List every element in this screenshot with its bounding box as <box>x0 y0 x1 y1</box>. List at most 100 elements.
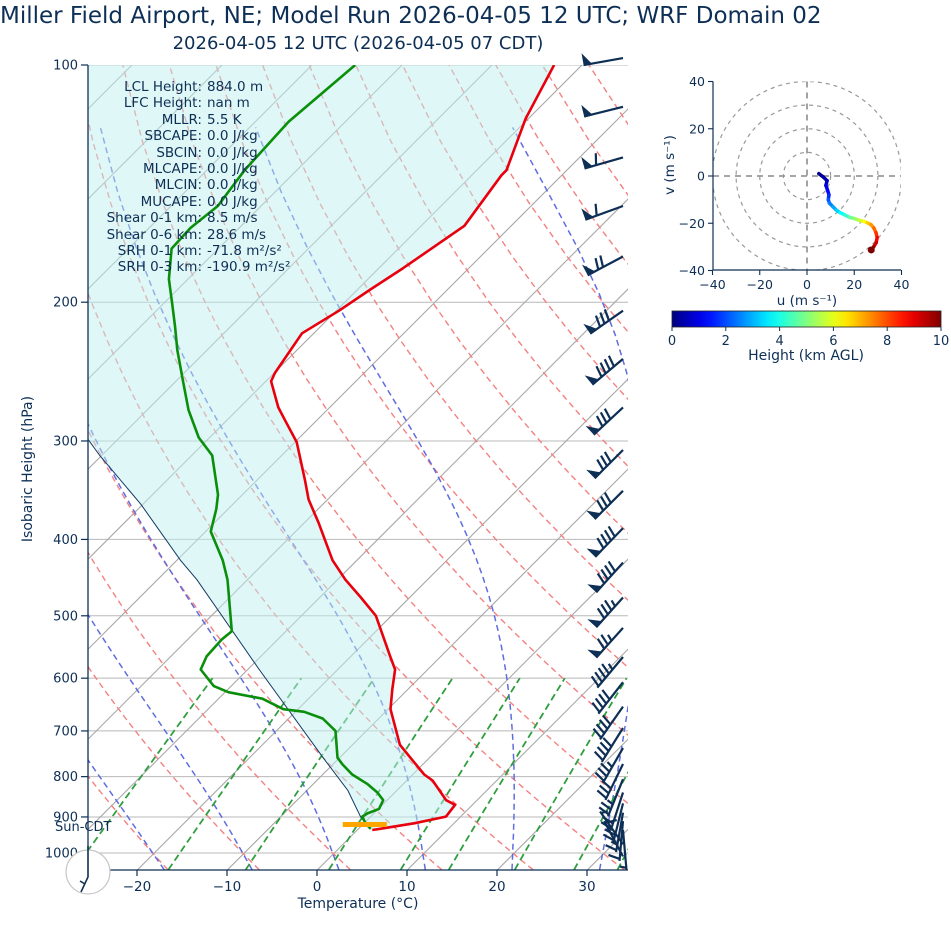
wind-barb <box>586 490 624 520</box>
stat-value: 0.0 J/kg <box>207 161 258 178</box>
barb-flag <box>586 510 602 520</box>
stat-label: SBCAPE: <box>144 128 202 145</box>
barb-full <box>605 844 617 852</box>
hodograph-ring <box>735 104 879 248</box>
pressure-tick-label: 800 <box>53 770 78 785</box>
barb-full <box>600 634 609 646</box>
pressure-tick-label: 600 <box>53 672 78 687</box>
barb-full <box>594 771 605 782</box>
temperature-tick-label: 10 <box>398 879 415 895</box>
barb-full <box>603 358 611 371</box>
barb-full <box>596 607 606 619</box>
barb-full <box>597 667 607 679</box>
stat-label: Shear 0-6 km: <box>106 226 202 243</box>
barb-full <box>601 689 611 701</box>
hodograph-ring <box>759 128 855 224</box>
colorbar-label: Height (km AGL) <box>748 348 864 364</box>
barb-flag <box>581 156 594 170</box>
wind-barb <box>587 596 624 628</box>
barb-flag <box>581 104 594 118</box>
barb-full <box>594 697 604 709</box>
barb-full <box>595 723 606 735</box>
wind-barb <box>581 203 624 221</box>
barb-full <box>591 702 601 713</box>
barb-staff <box>597 681 624 715</box>
mixing-ratio-line <box>88 677 214 853</box>
barb-staff <box>599 705 624 740</box>
barb-full <box>603 309 610 321</box>
barb-flag <box>582 264 597 277</box>
wind-barb <box>590 656 624 689</box>
stat-label: MLCAPE: <box>142 161 202 178</box>
dry-adiabat-line <box>355 65 628 468</box>
surface-wind-barb <box>80 846 89 893</box>
barb-full <box>599 312 606 325</box>
dry-adiabat-line <box>215 65 628 669</box>
wind-barb <box>603 819 624 857</box>
barb-full <box>600 533 609 545</box>
wind-barb <box>583 309 624 335</box>
temperature-tick-label: −10 <box>213 879 242 895</box>
barb-full <box>599 255 605 268</box>
pressure-tick-label: 200 <box>53 296 78 311</box>
wind-barb <box>591 681 624 715</box>
wind-barb <box>581 53 624 67</box>
mixing-ratio-line <box>399 677 521 870</box>
page-title: Miller Field Airport, NE; Model Run 2026… <box>0 3 822 29</box>
wind-barb <box>619 829 628 870</box>
mixing-ratio-line <box>328 677 454 870</box>
dry-adiabat-line <box>88 774 169 870</box>
colorbar-tick-label: 10 <box>933 334 950 349</box>
barb-flag <box>585 425 602 436</box>
barb-full <box>600 568 609 581</box>
moist-adiabat-line <box>88 613 253 870</box>
barb-full <box>598 693 608 705</box>
pressure-tick-label: 900 <box>53 810 78 825</box>
stat-value: 5.5 K <box>207 111 242 128</box>
colorbar-tick-label: 8 <box>883 334 891 349</box>
mixing-ratio-line <box>573 770 628 870</box>
colorbar-tick-label: 0 <box>668 334 676 349</box>
barb-full <box>594 671 603 683</box>
sun-cdt-tick-label: Sun-CDT <box>55 820 112 835</box>
moist-adiabat-line <box>254 127 515 870</box>
barb-full <box>596 638 606 650</box>
barb-full <box>594 153 598 166</box>
pressure-tick-label: 400 <box>53 533 78 548</box>
wind-barb <box>582 255 624 277</box>
barb-full <box>604 564 613 576</box>
stat-label: MLCIN: <box>154 177 202 194</box>
pressure-tick-label: 300 <box>53 434 78 449</box>
stat-label: LFC Height: <box>123 95 202 112</box>
wind-barb <box>592 705 624 740</box>
dry-adiabat-line <box>88 551 351 870</box>
valid-time-subtitle: 2026-04-05 12 UTC (2026-04-05 07 CDT) <box>172 33 544 54</box>
barb-staff <box>621 829 628 870</box>
barb-full <box>596 499 605 512</box>
isotherm-line <box>316 558 628 870</box>
height-colorbar <box>671 310 942 328</box>
barb-full <box>600 495 608 508</box>
temperature-tick-label: 30 <box>578 879 595 895</box>
wind-barb <box>581 153 624 170</box>
barb-full <box>600 455 608 467</box>
plot-area <box>88 65 628 870</box>
barb-full <box>600 801 612 811</box>
wind-barb <box>586 449 624 480</box>
barb-full <box>607 355 615 367</box>
hodograph-area <box>713 81 901 270</box>
barb-full <box>590 675 600 687</box>
barb-half <box>610 599 617 607</box>
colorbar-tick-label: 6 <box>829 334 837 349</box>
barb-flag <box>583 323 599 335</box>
stat-label: MUCAPE: <box>140 193 202 210</box>
barb-flag <box>581 208 595 221</box>
pressure-tick-label: 1000 <box>45 847 78 862</box>
barb-full <box>598 719 609 730</box>
surface-wind-barb-half <box>79 880 86 885</box>
sounding-stats: LCL Height: 884.0 m LFC Height: nan m MLLR: 5… <box>56 79 291 276</box>
hodograph-inset: −40−40 −20 −20 0 0 20 20 40 40 0 2 4 6 8 10 <box>668 74 950 349</box>
barb-full <box>603 408 612 420</box>
isotherm-line <box>406 648 628 870</box>
